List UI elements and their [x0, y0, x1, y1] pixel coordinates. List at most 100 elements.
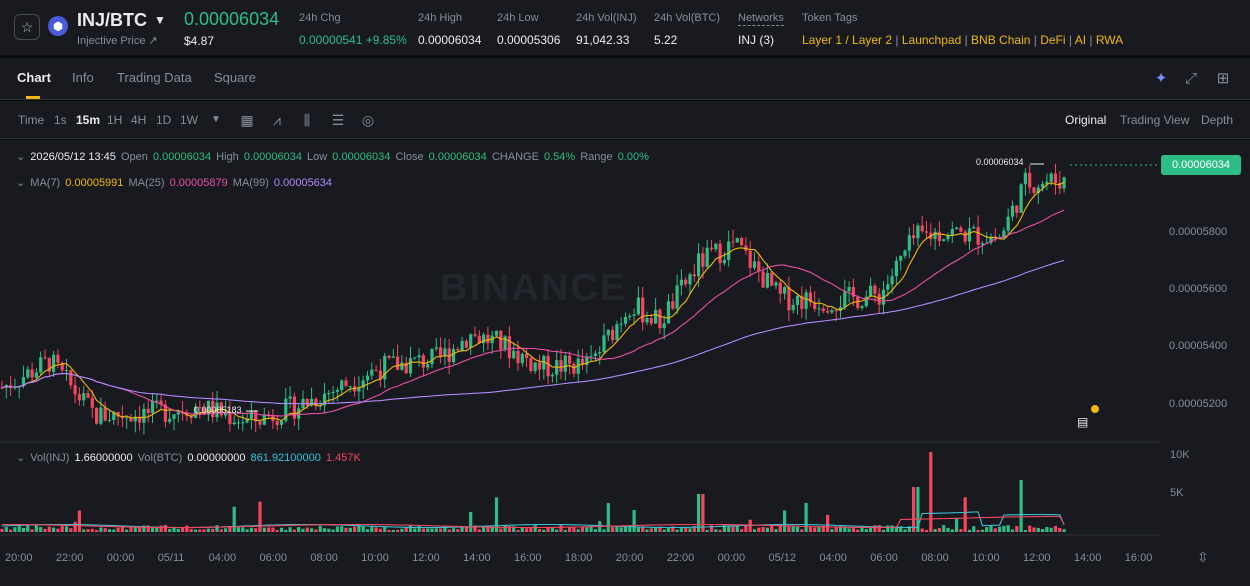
volume-bar [464, 527, 468, 532]
volume-bar [937, 528, 941, 532]
timeframe-1d[interactable]: 1D [156, 113, 172, 127]
volume-bar [507, 525, 511, 532]
candle-body [692, 274, 696, 277]
pair-selector[interactable]: INJ/BTC [77, 10, 148, 30]
candle-body [1019, 184, 1023, 213]
volume-bar [1062, 529, 1066, 532]
volume-bar [929, 452, 933, 532]
y-tick-label: 0.00005400 [1169, 340, 1228, 352]
volume-bar [628, 525, 632, 532]
volume-bar [469, 511, 473, 532]
volume-bar [447, 529, 451, 532]
volume-bar [30, 529, 34, 532]
candlestick-chart[interactable] [0, 140, 1250, 586]
volume-bar [150, 527, 155, 532]
candle-body [580, 358, 585, 365]
chart-settings-icon[interactable]: ☰ [331, 112, 345, 128]
layout-grid-icon[interactable]: ⊞ [1216, 70, 1230, 87]
x-tick-label: 10:00 [361, 552, 389, 564]
volume-bar [783, 510, 787, 532]
tag-layer[interactable]: Layer 1 / Layer 2 [802, 33, 893, 47]
volume-bar [860, 526, 864, 532]
candle-body [322, 393, 327, 406]
volume-bar [47, 526, 51, 532]
axis-scale-icon[interactable]: ⇳ [1197, 549, 1209, 565]
timeframe-1w[interactable]: 1W [180, 113, 198, 127]
timeframe-4h[interactable]: 4H [131, 113, 147, 127]
tag-defi[interactable]: DeFi [1040, 33, 1066, 47]
calendar-icon[interactable]: ▦ [240, 112, 254, 128]
timeframe-1h[interactable]: 1H [107, 113, 123, 127]
candle-body [611, 329, 615, 341]
volume-bar [993, 528, 997, 532]
candle-body [421, 355, 425, 368]
candle-body [955, 227, 959, 230]
expand-legend-icon[interactable]: ⌄ [16, 151, 26, 163]
candle-body [838, 306, 843, 311]
volume-bar [533, 525, 537, 532]
expand-vol-icon[interactable]: ⌄ [16, 452, 26, 464]
expand-icon[interactable]: ⤢ [1184, 70, 1197, 87]
view-trading-view[interactable]: Trading View [1120, 113, 1190, 127]
candle-body [709, 247, 714, 250]
timeframe-time[interactable]: Time [18, 113, 45, 127]
tab-trading-data[interactable]: Trading Data [117, 70, 192, 85]
indicator-icon[interactable]: ⩘ [273, 112, 281, 128]
volume-bar [383, 526, 387, 532]
volume-bar [645, 529, 649, 532]
candle-body [701, 253, 705, 267]
candle-body [821, 308, 825, 312]
tab-info[interactable]: Info [72, 70, 94, 85]
candle-body [744, 245, 748, 251]
candle-body [73, 385, 77, 395]
favorite-star-icon[interactable]: ☆ [14, 14, 40, 40]
expand-ma-icon[interactable]: ⌄ [16, 177, 26, 189]
view-depth[interactable]: Depth [1201, 113, 1234, 127]
candle-body [284, 398, 288, 421]
timeframe-dropdown-icon[interactable]: ▼ [211, 114, 221, 125]
candle-body [460, 340, 464, 351]
candle-body [473, 334, 477, 336]
stat-networks[interactable]: Networks INJ (3) [738, 12, 784, 47]
candle-body [1045, 181, 1049, 184]
candle-body [869, 285, 873, 297]
candle-body [684, 279, 688, 285]
notes-icon[interactable]: ▤ [1077, 415, 1089, 429]
candle-body [752, 261, 757, 268]
timeframe-15m[interactable]: 15m [76, 113, 101, 127]
volume-bar [899, 526, 903, 532]
tag-launchpad[interactable]: Launchpad [901, 33, 962, 47]
candle-body [469, 334, 473, 348]
candle-body [619, 323, 623, 325]
view-original[interactable]: Original [1065, 113, 1107, 127]
caret-down-icon[interactable]: ▼ [154, 13, 166, 27]
volume-bar [473, 525, 477, 532]
tag-ai[interactable]: AI [1074, 33, 1087, 47]
candle-body [86, 393, 90, 398]
timeframe-1s[interactable]: 1s [54, 113, 67, 127]
settings-gear-icon[interactable]: ◎ [361, 112, 375, 128]
candle-type-icon[interactable]: ⫼ [303, 112, 311, 128]
volume-bar [249, 527, 253, 532]
volume-bar [168, 528, 172, 532]
x-tick-label: 05/12 [768, 552, 797, 564]
candle-body [636, 297, 640, 315]
volume-bar [417, 525, 421, 532]
chart-area[interactable]: BINANCE ⌄ 2026/05/12 13:45 Open 0.000060… [0, 140, 1250, 586]
volume-bar [120, 526, 124, 532]
candle-body [761, 271, 765, 288]
volume-bar [976, 529, 980, 532]
tag-bnb-chain[interactable]: BNB Chain [971, 33, 1031, 47]
stat-24h-vol-btc: 24h Vol(BTC) 5.22 [654, 12, 721, 47]
ma7-line [1, 181, 1065, 422]
volume-bar [649, 528, 653, 532]
tab-square[interactable]: Square [214, 70, 256, 85]
candle-body [783, 287, 787, 294]
ai-sparkle-icon[interactable]: ✦ [1154, 70, 1168, 87]
volume-bar [688, 528, 692, 532]
coin-price-link[interactable]: Injective Price ↗ [77, 35, 158, 47]
tab-chart[interactable]: Chart [17, 70, 51, 85]
tag-rwa[interactable]: RWA [1095, 33, 1124, 47]
volume-bar [202, 529, 206, 532]
volume-bar [1015, 526, 1019, 532]
